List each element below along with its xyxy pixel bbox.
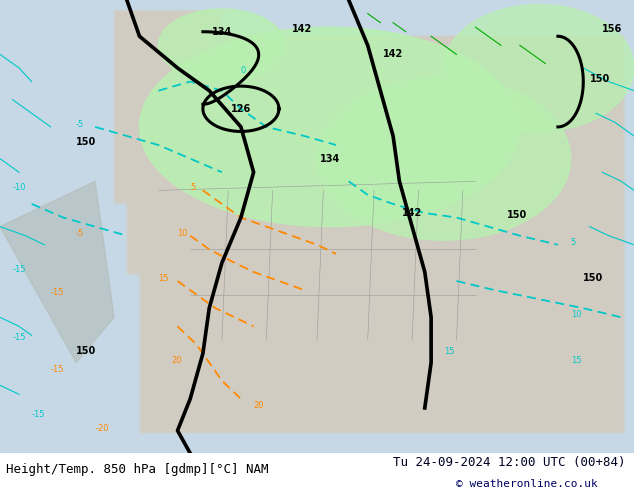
Text: -15: -15 — [51, 365, 64, 374]
Text: © weatheronline.co.uk: © weatheronline.co.uk — [456, 480, 598, 490]
Text: -15: -15 — [32, 410, 45, 419]
Text: 15: 15 — [571, 356, 581, 365]
Text: 10: 10 — [571, 310, 581, 319]
Text: 150: 150 — [507, 210, 527, 220]
Text: Tu 24-09-2024 12:00 UTC (00+84): Tu 24-09-2024 12:00 UTC (00+84) — [393, 456, 626, 469]
Polygon shape — [444, 4, 634, 131]
Text: 150: 150 — [76, 137, 96, 147]
Text: 150: 150 — [583, 273, 604, 283]
Text: 20: 20 — [254, 401, 264, 410]
Polygon shape — [158, 9, 285, 81]
Text: 142: 142 — [383, 49, 403, 59]
Text: -15: -15 — [51, 288, 64, 296]
Text: 0: 0 — [241, 66, 246, 74]
Text: -15: -15 — [13, 333, 26, 342]
Text: 15: 15 — [158, 274, 169, 283]
Text: 150: 150 — [590, 74, 610, 84]
Text: 10: 10 — [178, 229, 188, 238]
Text: 156: 156 — [602, 24, 623, 34]
Text: 134: 134 — [320, 154, 340, 164]
Text: -5: -5 — [76, 120, 84, 129]
Text: 142: 142 — [402, 208, 422, 218]
Polygon shape — [139, 27, 520, 226]
Text: -15: -15 — [13, 265, 26, 274]
Text: 150: 150 — [76, 345, 96, 356]
Text: 15: 15 — [444, 346, 455, 356]
Text: -20: -20 — [95, 423, 108, 433]
Text: 20: 20 — [171, 356, 182, 365]
Text: 126: 126 — [231, 104, 251, 114]
Text: Height/Temp. 850 hPa [gdmp][°C] NAM: Height/Temp. 850 hPa [gdmp][°C] NAM — [6, 463, 269, 476]
Text: 5: 5 — [571, 238, 576, 247]
Polygon shape — [0, 181, 114, 363]
Text: -10: -10 — [13, 183, 26, 193]
Text: 134: 134 — [212, 27, 232, 37]
Text: 142: 142 — [292, 24, 312, 34]
Polygon shape — [317, 77, 571, 240]
Text: -5: -5 — [76, 229, 84, 238]
Text: 5: 5 — [190, 183, 195, 193]
Polygon shape — [0, 0, 634, 453]
